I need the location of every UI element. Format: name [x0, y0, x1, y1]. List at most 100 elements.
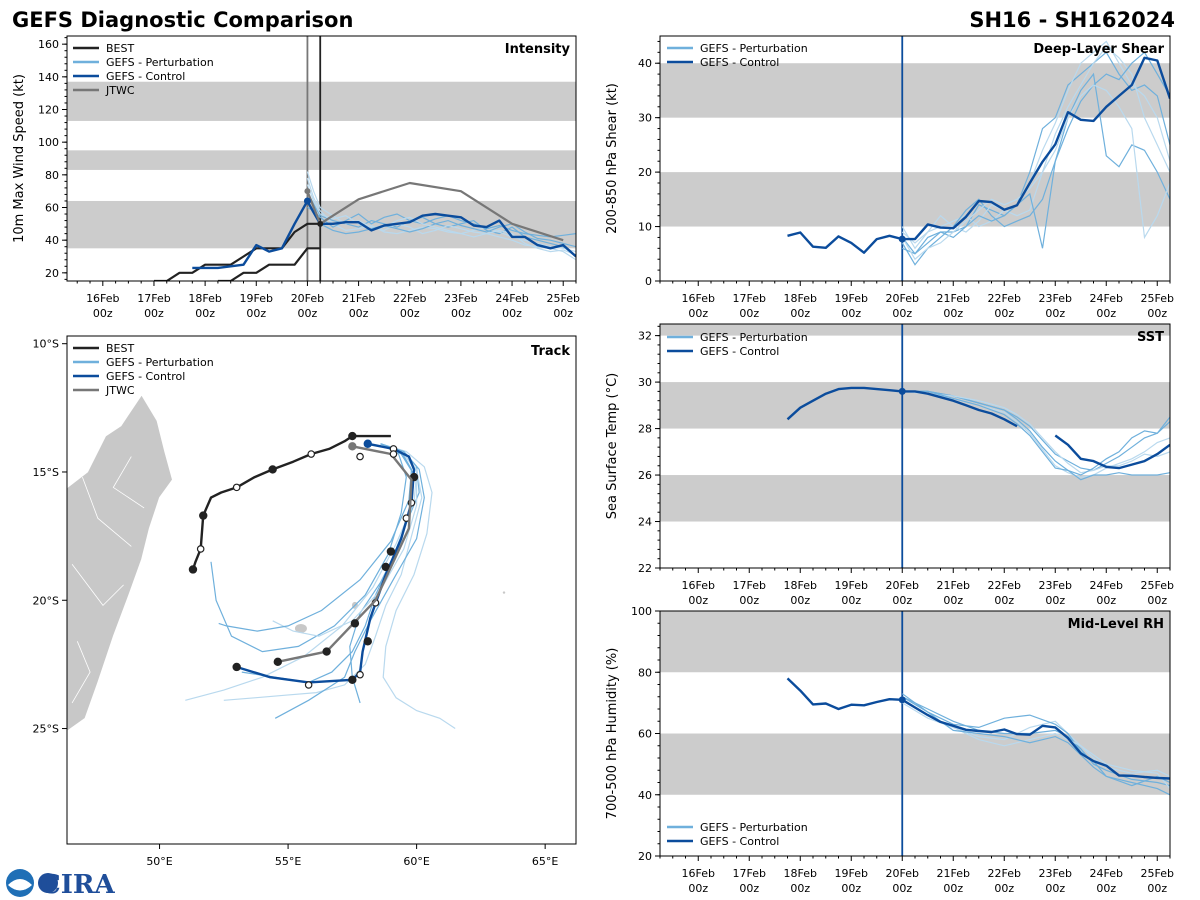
sst-plot-area [660, 324, 1170, 568]
madagascar-landmass [67, 394, 173, 732]
sst-xtick-hour: 00z [739, 594, 759, 607]
intensity-xtick-date: 19Feb [240, 292, 273, 305]
sst-ytick-label: 28 [638, 423, 652, 436]
track-xtick-label: 65°E [532, 855, 558, 868]
shear-panel: 0 10 20 30 40 16Feb 00z 17Feb 00z 18Feb 00z 19Feb 00… [605, 35, 1174, 320]
track-ytick-label: 25°S [33, 723, 59, 736]
rh-xtick-date: 16Feb [682, 867, 715, 880]
rh-xtick-hour: 00z [739, 882, 759, 895]
intensity-xtick-hour: 00z [298, 307, 318, 320]
rh-ytick-label: 80 [638, 666, 652, 679]
shear-ytick-label: 0 [645, 275, 652, 288]
shear-panel-title: Deep-Layer Shear [1033, 42, 1164, 57]
intensity-ytick-label: 60 [45, 202, 59, 215]
shear-perturbation-line [901, 40, 1170, 250]
intensity-xtick-hour: 00z [553, 307, 573, 320]
track-plot-area [67, 394, 506, 732]
intensity-ytick-label: 120 [38, 104, 59, 117]
track-perturbation-line [223, 443, 423, 701]
shear-xtick-date: 21Feb [937, 292, 970, 305]
shear-perturbation-line [901, 46, 1170, 244]
track-ytick-label: 15°S [33, 466, 59, 479]
sst-ytick-label: 30 [638, 376, 652, 389]
track-best-marker [199, 511, 208, 520]
track-panel: 50°E 55°E 60°E 65°E 10°S 15°S 20°S 25°S Track BES… [33, 335, 577, 868]
rh-legend-label: GEFS - Control [700, 835, 779, 848]
sst-xtick-date: 25Feb [1141, 579, 1174, 592]
rh-ytick-label: 100 [631, 605, 652, 618]
track-best-marker [196, 545, 205, 553]
rh-plot-area [660, 611, 1170, 856]
sst-xtick-hour: 00z [790, 594, 810, 607]
shear-xtick-hour: 00z [790, 307, 810, 320]
sst-xtick-date: 21Feb [937, 579, 970, 592]
track-perturbation-line [185, 443, 418, 701]
intensity-perturbation-line [306, 177, 576, 253]
reunion-island [294, 623, 307, 633]
sst-xtick-hour: 00z [1045, 594, 1065, 607]
intensity-xtick-date: 17Feb [137, 292, 170, 305]
rh-xtick-date: 24Feb [1090, 867, 1123, 880]
sst-y-axis-label: Sea Surface Temp (°C) [605, 373, 620, 520]
sst-ytick-label: 32 [638, 330, 652, 343]
rh-shaded-band [660, 611, 1170, 673]
sst-xtick-hour: 00z [688, 594, 708, 607]
rh-xtick-hour: 00z [841, 882, 861, 895]
rh-xtick-date: 22Feb [988, 867, 1021, 880]
intensity-ytick-label: 160 [38, 38, 59, 51]
intensity-ytick-label: 100 [38, 136, 59, 149]
track-best-line [191, 434, 391, 570]
rh-xtick-date: 17Feb [733, 867, 766, 880]
shear-xtick-hour: 00z [994, 307, 1014, 320]
region-border [82, 476, 132, 547]
intensity-xtick-date: 23Feb [444, 292, 477, 305]
rh-xtick-hour: 00z [688, 882, 708, 895]
track-xtick-label: 50°E [146, 855, 172, 868]
track-perturbation-line [272, 443, 418, 637]
intensity-xtick-hour: 00z [451, 307, 471, 320]
intensity-ytick-label: 40 [45, 234, 59, 247]
sst-perturbation-line [902, 390, 1170, 481]
shear-xtick-hour: 00z [1045, 307, 1065, 320]
intensity-xtick-hour: 00z [349, 307, 369, 320]
rh-ytick-label: 60 [638, 728, 652, 741]
track-perturbation-line [349, 443, 415, 704]
sst-ytick-label: 26 [638, 469, 652, 482]
intensity-legend-label: BEST [106, 42, 134, 55]
intensity-control-init-marker [303, 197, 311, 205]
track-perturbation-line [218, 443, 413, 632]
sst-xtick-hour: 00z [1096, 594, 1116, 607]
intensity-plot-area [67, 36, 576, 281]
sst-ytick-label: 22 [638, 562, 652, 575]
intensity-legend-label: GEFS - Control [106, 70, 185, 83]
intensity-ytick-label: 140 [38, 71, 59, 84]
track-control-marker [363, 439, 372, 448]
shear-ytick-label: 20 [638, 166, 652, 179]
intensity-xtick-hour: 00z [400, 307, 420, 320]
sst-xtick-date: 17Feb [733, 579, 766, 592]
intensity-jtwc-init-marker [304, 188, 311, 195]
sst-xtick-date: 16Feb [682, 579, 715, 592]
track-jtwc-marker [356, 452, 364, 461]
noaa-bird-icon [8, 879, 32, 891]
track-legend-label: JTWC [105, 384, 135, 397]
track-best-marker [268, 465, 277, 474]
intensity-xtick-date: 21Feb [342, 292, 375, 305]
rh-xtick-hour: 00z [892, 882, 912, 895]
intensity-control-line [192, 199, 576, 270]
rh-control-line [786, 677, 1170, 780]
rh-perturbation-line [901, 693, 1170, 796]
shear-legend-label: GEFS - Perturbation [700, 42, 808, 55]
rh-xtick-hour: 00z [1096, 882, 1116, 895]
rh-y-axis-label: 700-500 hPa Humidity (%) [605, 648, 620, 820]
shear-xtick-date: 17Feb [733, 292, 766, 305]
rh-perturbation-line [901, 702, 1170, 789]
main-title: GEFS Diagnostic Comparison [12, 8, 353, 32]
intensity-y-axis-label: 10m Max Wind Speed (kt) [12, 74, 27, 243]
intensity-xtick-date: 22Feb [393, 292, 426, 305]
sst-panel: 22 24 26 28 30 32 16Feb 00z 17Feb 00z 18Feb 00z 19Fe… [605, 323, 1174, 607]
track-jtwc-marker [273, 657, 282, 667]
sst-shaded-band [660, 324, 1170, 336]
intensity-shaded-band [67, 81, 576, 121]
